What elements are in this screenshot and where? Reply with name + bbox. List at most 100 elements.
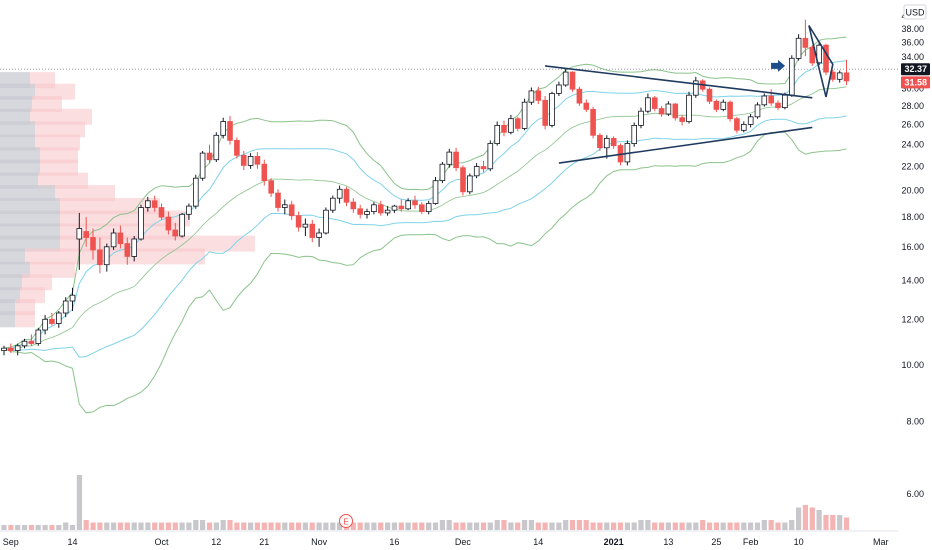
- candle-body: [768, 95, 774, 104]
- price-tick-label: 20.00: [901, 186, 924, 196]
- candle-body: [110, 232, 117, 248]
- candle-body: [528, 90, 535, 103]
- vp-gray-bar: [0, 134, 35, 151]
- candle-body: [384, 209, 391, 214]
- candle-body: [186, 205, 192, 215]
- candle-body: [734, 118, 740, 131]
- vp-gray-bar: [0, 299, 15, 315]
- candles: [1, 19, 850, 356]
- volume-bar: [597, 522, 603, 530]
- vp-gray-bar: [0, 83, 35, 100]
- candle-body: [275, 192, 281, 208]
- vp-pink-bar: [35, 83, 75, 100]
- candle-body: [754, 104, 761, 118]
- bb-lower: [3, 131, 847, 414]
- volume-bar: [357, 522, 363, 530]
- triangle-upper-trendline[interactable]: [545, 65, 813, 99]
- candle-body: [631, 125, 637, 145]
- candle-body: [1, 347, 7, 352]
- time-axis[interactable]: Sep 14 Oct 12 21 Nov 16 Dec 14 2021 13 25 Feb 10 Mar: [0, 530, 898, 547]
- candle-body: [288, 204, 295, 217]
- volume-bar: [152, 522, 158, 530]
- candle-body: [364, 211, 370, 215]
- volume-bar: [282, 522, 288, 530]
- candle-body: [138, 207, 144, 240]
- candle-body: [576, 88, 583, 104]
- volume-bar: [385, 522, 391, 530]
- volume-bar: [823, 515, 829, 530]
- volume-bar: [583, 520, 589, 530]
- volume-bar: [172, 522, 178, 530]
- candle-body: [220, 121, 227, 136]
- candle-body: [843, 72, 850, 82]
- candle-body: [652, 97, 658, 109]
- bb-upper: [3, 36, 847, 349]
- volume-bar: [802, 505, 808, 530]
- candle-body: [234, 139, 240, 156]
- candle-body: [329, 197, 336, 211]
- volume-bar: [809, 507, 815, 530]
- volume-bar: [8, 525, 14, 530]
- volume-bar: [782, 522, 788, 530]
- candle-body: [446, 151, 453, 165]
- volume-bar: [487, 522, 493, 530]
- candle-body: [432, 180, 439, 204]
- candle-body: [741, 124, 747, 131]
- volume-bar: [83, 520, 89, 530]
- volume-bar: [754, 522, 761, 530]
- price-tick-label: 36.00: [901, 37, 924, 47]
- currency-badge[interactable]: USD: [903, 4, 927, 20]
- vp-gray-bar: [0, 198, 60, 215]
- candle-body: [453, 151, 459, 169]
- bb-inner-upper: [4, 60, 847, 349]
- volume-bar: [76, 475, 82, 530]
- bb-inner-lower: [3, 115, 847, 358]
- volume-bar: [741, 522, 747, 530]
- volume-bar: [501, 520, 507, 530]
- volume-bar: [234, 522, 240, 530]
- volume-bar: [111, 522, 117, 530]
- volume-bar: [419, 522, 425, 530]
- candle-body: [836, 72, 843, 80]
- candle-body: [158, 207, 165, 218]
- volume-bar: [576, 520, 582, 530]
- volume-bar: [1, 525, 7, 530]
- time-tick-label: 12: [211, 537, 221, 547]
- earnings-marker[interactable]: E: [339, 514, 353, 528]
- candle-body: [535, 90, 542, 101]
- time-tick-label: 16: [389, 537, 399, 547]
- candle-body: [357, 208, 363, 215]
- time-tick-label: Nov: [311, 537, 328, 547]
- price-tick-label: 28.00: [901, 101, 924, 111]
- volume-bar: [748, 522, 754, 530]
- earnings-circle[interactable]: [339, 514, 353, 528]
- wedge-pattern[interactable]: [808, 25, 834, 98]
- volume-bar: [528, 520, 534, 530]
- candle-body: [439, 163, 446, 181]
- volume-bar: [200, 520, 206, 530]
- vp-pink-bar: [55, 185, 115, 202]
- time-tick-label: 14: [533, 537, 543, 547]
- volume-bars: [1, 475, 850, 530]
- price-axis[interactable]: 40.0038.0036.0034.0032.0030.0028.0026.00…: [901, 11, 930, 499]
- volume-bar: [467, 522, 473, 530]
- volume-bar: [706, 522, 713, 530]
- volume-bar: [713, 522, 719, 530]
- triangle-lower-trendline[interactable]: [558, 126, 813, 164]
- candle-body: [131, 238, 138, 257]
- volume-bar: [220, 520, 226, 530]
- candle-body: [192, 177, 199, 207]
- volume-bar: [391, 522, 397, 530]
- vp-pink-bar: [40, 159, 78, 176]
- volume-bar: [241, 522, 247, 530]
- vp-gray-bar: [0, 185, 55, 202]
- arrow-right-icon[interactable]: [771, 59, 786, 72]
- vp-pink-bar: [60, 223, 185, 240]
- trend-drawings[interactable]: [545, 25, 834, 164]
- volume-bar: [775, 522, 781, 530]
- candle-body: [720, 101, 727, 110]
- candle-body: [391, 205, 398, 211]
- candle-body: [405, 200, 411, 210]
- candle-body: [556, 84, 562, 94]
